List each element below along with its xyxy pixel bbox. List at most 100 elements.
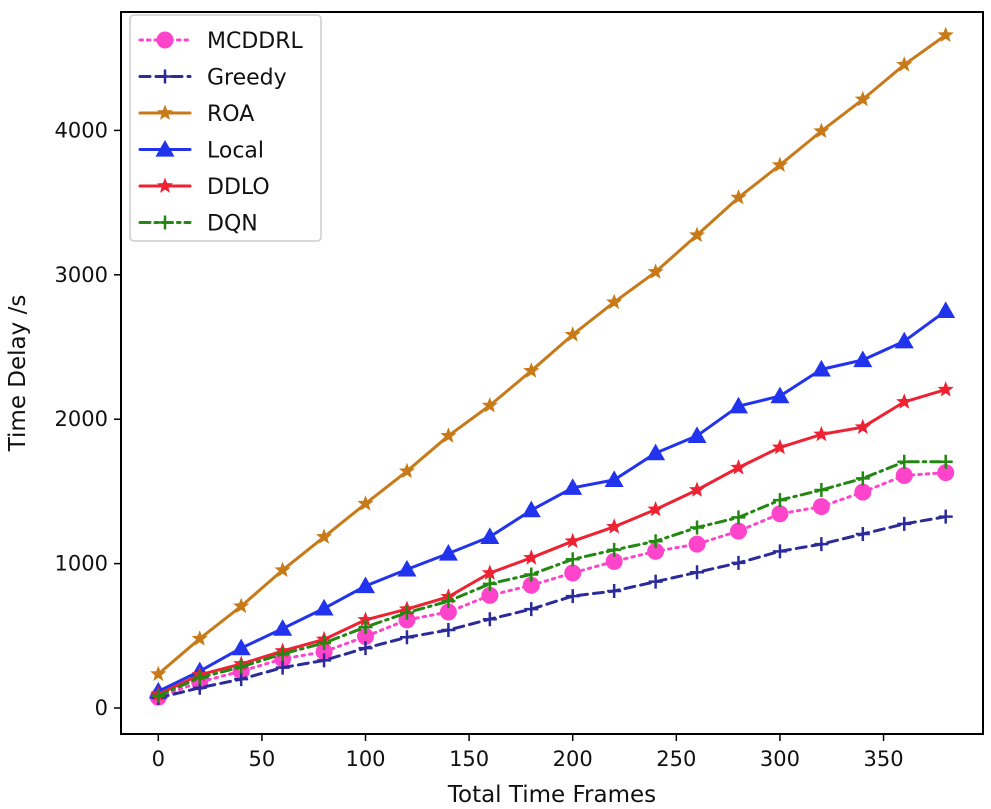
data-point-greedy <box>690 565 705 580</box>
data-point-local <box>273 619 293 636</box>
y-tick-label: 0 <box>95 696 108 720</box>
legend-entry-mcddrl: MCDDRL <box>138 29 304 54</box>
data-point-dqn <box>151 688 166 703</box>
data-point-dqn <box>731 510 746 525</box>
data-point-roa <box>440 427 457 443</box>
legend-label-roa: ROA <box>207 102 254 127</box>
data-point-greedy <box>607 584 622 599</box>
data-point-dqn <box>648 534 663 549</box>
series-layer <box>148 26 956 706</box>
data-point-roa <box>357 495 374 511</box>
data-point-roa <box>813 122 830 138</box>
x-axis-label: Total Time Frames <box>447 782 656 808</box>
data-point-ddlo <box>937 381 954 397</box>
data-point-ddlo <box>357 611 374 627</box>
series-line-roa <box>156 33 948 676</box>
data-point-local <box>770 386 790 404</box>
data-point-local <box>480 527 500 545</box>
data-point-roa <box>896 56 913 72</box>
data-point-roa <box>191 630 208 646</box>
series-dqn <box>151 454 953 703</box>
data-point-roa <box>274 561 291 577</box>
data-point-roa <box>564 326 581 342</box>
data-point-local <box>397 559 417 577</box>
y-tick-label: 4000 <box>55 118 108 142</box>
data-point-greedy <box>897 516 912 531</box>
legend-entry-dqn: DQN <box>138 212 258 237</box>
data-point-roa <box>150 665 167 681</box>
data-point-greedy <box>441 623 456 638</box>
data-point-mcddrl <box>315 643 333 661</box>
series-mcddrl <box>149 464 955 706</box>
data-point-local <box>563 478 583 495</box>
legend-marker-dqn <box>158 215 172 230</box>
data-point-ddlo <box>647 501 664 517</box>
data-point-local <box>604 470 624 487</box>
x-tick-label: 50 <box>249 747 276 771</box>
data-point-roa <box>937 26 954 42</box>
data-point-mcddrl <box>647 542 665 560</box>
data-point-local <box>936 301 956 319</box>
data-point-roa <box>316 528 333 544</box>
data-point-mcddrl <box>854 483 872 501</box>
y-tick-label: 1000 <box>55 552 108 576</box>
data-point-mcddrl <box>771 505 789 523</box>
data-point-ddlo <box>896 393 913 409</box>
data-point-greedy <box>317 653 332 668</box>
data-point-local <box>356 576 376 594</box>
data-point-dqn <box>192 670 207 685</box>
data-point-dqn <box>275 646 290 661</box>
x-tick-label: 150 <box>449 747 489 771</box>
legend-entry-ddlo: DDLO <box>138 175 270 200</box>
data-point-dqn <box>317 636 332 651</box>
y-tick-label: 3000 <box>55 263 108 287</box>
data-point-roa <box>233 597 250 614</box>
data-point-roa <box>481 397 498 413</box>
legend-entries: MCDDRL Greedy ROA Local DDLO DQN <box>138 29 304 237</box>
data-point-roa <box>730 189 747 205</box>
x-tick-label: 100 <box>345 747 385 771</box>
legend-marker-roa <box>156 104 174 120</box>
data-point-greedy <box>814 537 829 552</box>
data-point-local <box>438 544 458 561</box>
y-axis-label: Time Delay /s <box>5 295 31 453</box>
legend-marker-local <box>155 140 175 157</box>
data-point-ddlo <box>771 438 788 455</box>
data-point-local <box>646 443 666 461</box>
series-local <box>148 301 956 699</box>
x-tick-label: 0 <box>152 747 165 771</box>
data-point-roa <box>523 362 540 378</box>
plot-frame <box>120 11 984 735</box>
data-point-dqn <box>358 620 373 635</box>
data-point-greedy <box>482 612 497 627</box>
data-point-mcddrl <box>522 576 540 594</box>
data-point-mcddrl <box>481 586 499 604</box>
data-point-dqn <box>772 493 787 508</box>
data-point-dqn <box>938 454 953 469</box>
data-point-dqn <box>897 454 912 469</box>
data-point-local <box>231 638 251 656</box>
x-tick-label: 250 <box>656 747 696 771</box>
data-point-mcddrl <box>895 467 913 485</box>
data-point-roa <box>647 263 664 279</box>
y-tick-label: 2000 <box>55 407 108 431</box>
data-point-greedy <box>524 602 539 617</box>
data-point-mcddrl <box>729 522 747 540</box>
data-point-local <box>728 396 748 414</box>
data-point-dqn <box>399 605 414 620</box>
data-point-local <box>853 350 873 368</box>
data-point-mcddrl <box>812 498 830 516</box>
data-point-local <box>521 500 541 518</box>
data-point-dqn <box>814 482 829 497</box>
data-point-greedy <box>731 555 746 570</box>
data-point-greedy <box>855 527 870 542</box>
data-point-local <box>811 359 831 377</box>
axes: 0 50 100 150 200 250 300 350 0 1000 2000 3000 4000 <box>55 118 904 771</box>
data-point-dqn <box>234 659 249 674</box>
data-point-mcddrl <box>937 464 955 482</box>
data-point-greedy <box>234 672 249 687</box>
data-point-roa <box>606 293 623 310</box>
data-point-mcddrl <box>439 603 457 621</box>
data-point-ddlo <box>481 564 498 580</box>
